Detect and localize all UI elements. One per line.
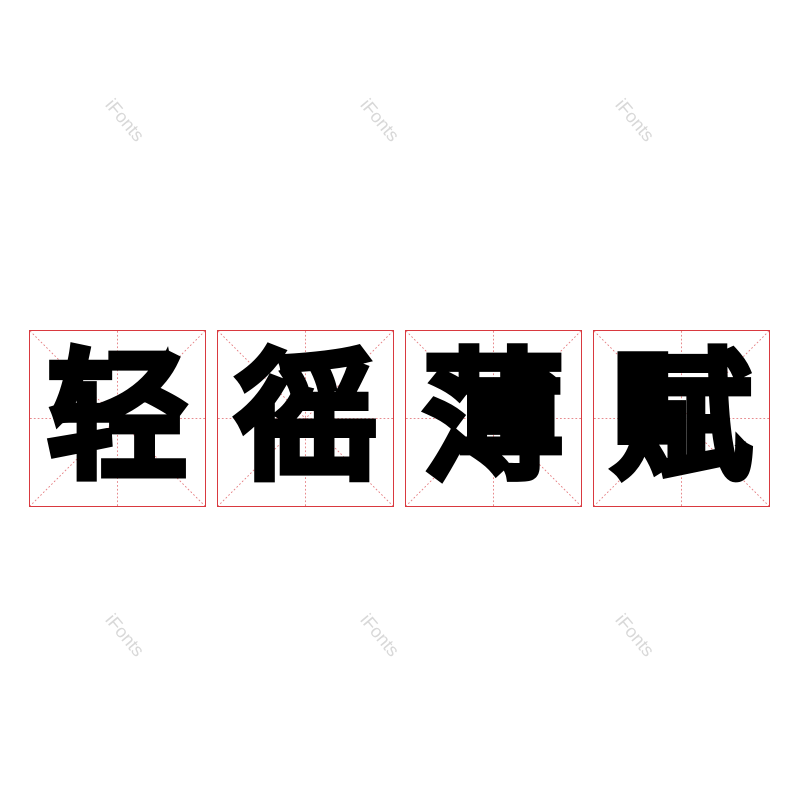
character-glyph: 徭 [232, 336, 378, 500]
watermark: iFonts [101, 94, 149, 146]
watermark: iFonts [356, 94, 404, 146]
grid-guides [218, 331, 393, 506]
grid-guides [30, 331, 205, 506]
watermark: iFonts [611, 94, 659, 146]
character-grid-box: 徭 [217, 330, 394, 507]
character-grid-box: 薄 [405, 330, 582, 507]
watermark: iFonts [356, 609, 404, 661]
character-glyph: 轻 [44, 336, 190, 500]
character-grid-box: 轻 [29, 330, 206, 507]
grid-guides [406, 331, 581, 506]
watermark: iFonts [611, 609, 659, 661]
character-glyph: 薄 [420, 336, 566, 500]
watermark: iFonts [101, 609, 149, 661]
grid-guides [594, 331, 769, 506]
character-glyph: 赋 [608, 336, 754, 500]
character-grid-box: 赋 [593, 330, 770, 507]
